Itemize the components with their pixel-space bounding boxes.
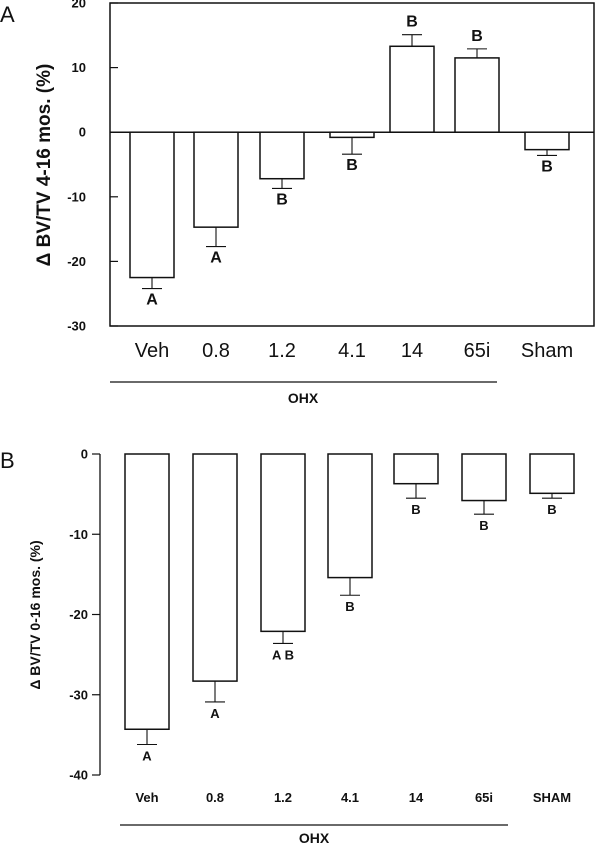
y-tick-label: -20 (67, 254, 86, 269)
x-tick-label: 1.2 (274, 790, 292, 805)
y-tick-label: -10 (67, 189, 86, 204)
significance-label: B (406, 14, 418, 31)
y-tick-label: -40 (69, 768, 88, 783)
bar (524, 131, 570, 151)
plot-frame-a (109, 2, 595, 327)
x-tick-labels-b: Veh 0.8 1.2 4.1 14 65i SHAM (135, 790, 571, 805)
bar (193, 131, 239, 228)
chart-panel-a: A Δ BV/TV 4-16 mos. (%) 20 10 0 -10 -20 -30 A… (0, 0, 595, 406)
significance-label: B (346, 157, 358, 174)
significance-label: B (541, 158, 553, 175)
significance-label: B (345, 599, 354, 614)
bar (529, 453, 575, 495)
x-tick-label: Veh (135, 340, 169, 362)
x-tick-label: 0.8 (206, 790, 224, 805)
bar (327, 453, 373, 579)
x-tick-label: 14 (409, 790, 424, 805)
significance-label: B (547, 502, 556, 517)
bar (192, 453, 238, 682)
y-axis-label-a: Δ BV/TV 4-16 mos. (%) (34, 64, 55, 267)
x-tick-label: 65i (464, 340, 491, 362)
y-tick-label: 0 (79, 125, 86, 140)
bar (454, 57, 500, 133)
bar (461, 453, 507, 502)
significance-label: A (142, 749, 152, 764)
y-ticks-a: 20 10 0 -10 -20 -30 (67, 0, 118, 334)
x-tick-label: 1.2 (268, 340, 296, 362)
x-tick-label: Sham (521, 340, 573, 362)
y-axis-label-b: Δ BV/TV 0-16 mos. (%) (27, 540, 43, 689)
significance-label: A B (272, 647, 294, 662)
bars-b: A A A B B B B B (124, 453, 575, 764)
bars-a: A A B B B B B (110, 14, 594, 309)
x-tick-label: 4.1 (338, 340, 366, 362)
x-tick-label: SHAM (533, 790, 571, 805)
bar (393, 453, 439, 485)
x-tick-label: 4.1 (341, 790, 359, 805)
panel-label-b: B (0, 448, 15, 473)
bar (389, 45, 435, 133)
y-tick-label: 10 (72, 60, 86, 75)
chart-panel-b: B Δ BV/TV 0-16 mos. (%) 0-10-20-30-40 AA… (0, 447, 575, 846)
y-ticks-b: 0 -10 -20 -30 -40 (69, 447, 101, 783)
x-tick-label: 14 (401, 340, 423, 362)
y-tick-label: 0 (81, 447, 88, 462)
y-tick-label: -30 (67, 319, 86, 334)
y-tick-label: -30 (69, 687, 88, 702)
x-tick-label: 65i (475, 790, 493, 805)
significance-label: A (146, 292, 158, 309)
group-label-a: OHX (288, 390, 319, 406)
group-label-b: OHX (299, 830, 330, 846)
bar (260, 453, 306, 633)
x-tick-labels-a: Veh 0.8 1.2 4.1 14 65i Sham (135, 340, 573, 362)
significance-label: B (471, 28, 483, 45)
bar (329, 131, 375, 139)
x-tick-label: Veh (135, 790, 158, 805)
y-tick-label: 20 (72, 0, 86, 11)
significance-label: B (411, 502, 420, 517)
significance-label: B (276, 191, 288, 208)
significance-label: A (210, 706, 220, 721)
bar (259, 131, 305, 180)
y-tick-label: -10 (69, 527, 88, 542)
panel-label-a: A (0, 2, 15, 27)
bar (129, 131, 175, 279)
significance-label: B (479, 518, 488, 533)
y-tick-label: -20 (69, 607, 88, 622)
x-tick-label: 0.8 (202, 340, 230, 362)
bar (124, 453, 170, 731)
significance-label: A (210, 250, 222, 267)
